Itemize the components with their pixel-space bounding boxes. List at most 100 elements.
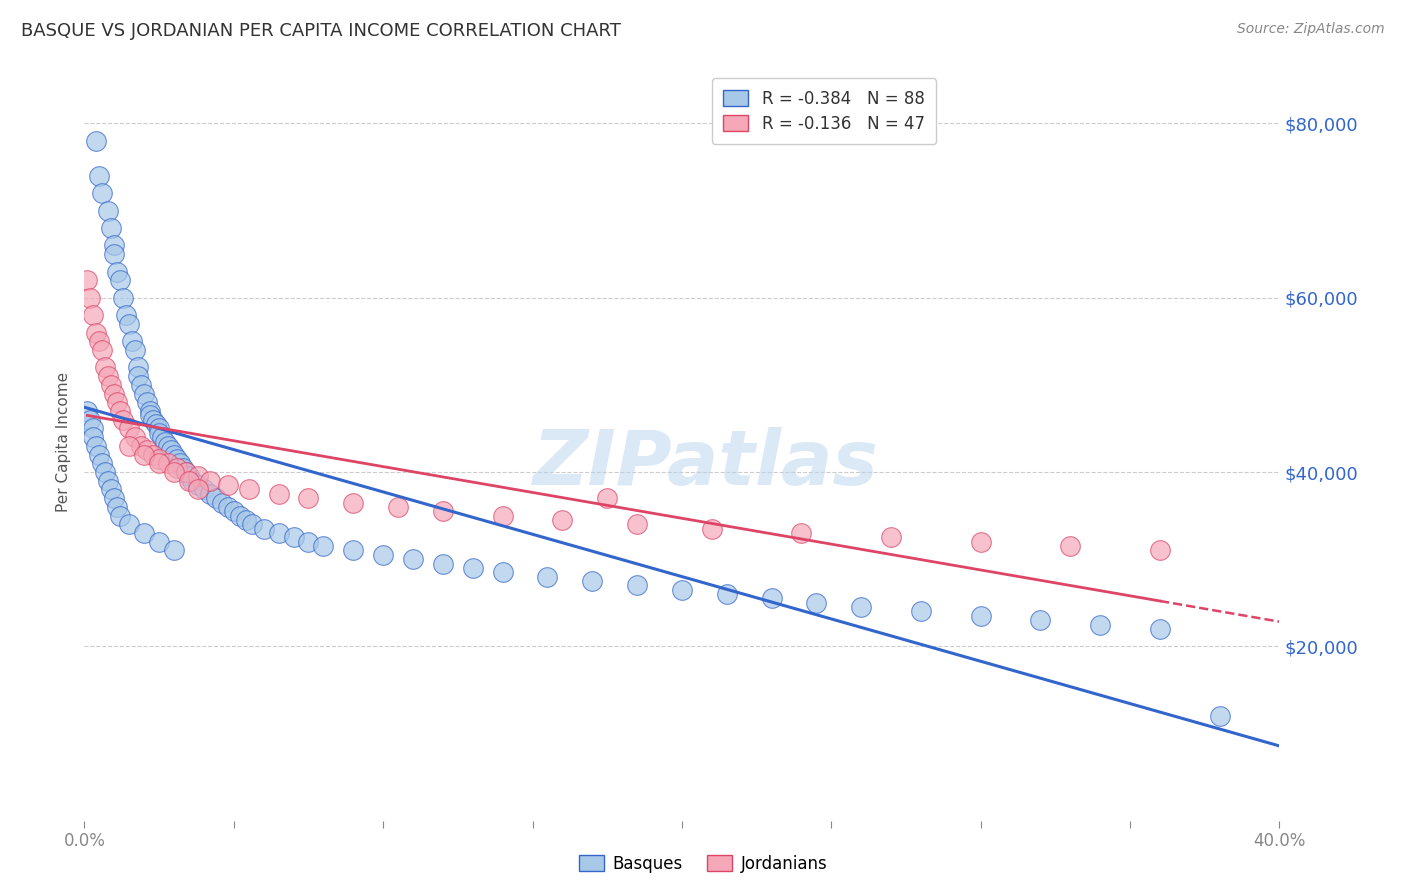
Point bbox=[100, 221, 122, 235]
Point bbox=[105, 500, 128, 514]
Point bbox=[91, 456, 114, 470]
Point bbox=[89, 169, 111, 183]
Point bbox=[127, 369, 149, 384]
Point bbox=[536, 569, 558, 583]
Point bbox=[157, 456, 180, 470]
Point bbox=[91, 343, 114, 357]
Point bbox=[177, 474, 200, 488]
Point bbox=[1209, 709, 1232, 723]
Point bbox=[222, 504, 245, 518]
Point bbox=[373, 548, 395, 562]
Point bbox=[169, 456, 191, 470]
Point bbox=[492, 508, 515, 523]
Point bbox=[121, 334, 143, 349]
Point bbox=[181, 474, 204, 488]
Point bbox=[97, 203, 120, 218]
Point bbox=[806, 596, 828, 610]
Point bbox=[136, 395, 159, 409]
Point bbox=[97, 369, 120, 384]
Text: Source: ZipAtlas.com: Source: ZipAtlas.com bbox=[1237, 22, 1385, 37]
Point bbox=[145, 417, 167, 431]
Point bbox=[1149, 622, 1171, 636]
Point bbox=[342, 495, 364, 509]
Point bbox=[89, 334, 111, 349]
Point bbox=[238, 483, 260, 497]
Point bbox=[110, 273, 132, 287]
Point bbox=[910, 605, 932, 619]
Text: ZIPatlas: ZIPatlas bbox=[533, 427, 879, 501]
Point bbox=[86, 134, 108, 148]
Point bbox=[82, 430, 104, 444]
Point bbox=[148, 421, 170, 435]
Point bbox=[148, 456, 170, 470]
Point bbox=[174, 465, 197, 479]
Point bbox=[148, 452, 170, 467]
Point bbox=[492, 566, 515, 580]
Point bbox=[432, 557, 454, 571]
Point bbox=[105, 395, 128, 409]
Point bbox=[163, 448, 186, 462]
Point bbox=[211, 495, 233, 509]
Point bbox=[970, 534, 993, 549]
Point bbox=[235, 513, 257, 527]
Point bbox=[174, 465, 197, 479]
Point bbox=[198, 487, 221, 501]
Point bbox=[86, 439, 108, 453]
Point bbox=[132, 526, 156, 541]
Point bbox=[1029, 613, 1052, 627]
Point bbox=[626, 578, 648, 592]
Point bbox=[110, 508, 132, 523]
Text: BASQUE VS JORDANIAN PER CAPITA INCOME CORRELATION CHART: BASQUE VS JORDANIAN PER CAPITA INCOME CO… bbox=[21, 22, 621, 40]
Point bbox=[671, 582, 693, 597]
Point bbox=[82, 421, 104, 435]
Point bbox=[103, 238, 125, 252]
Point bbox=[387, 500, 409, 514]
Point bbox=[187, 478, 209, 492]
Point bbox=[150, 430, 173, 444]
Point bbox=[217, 500, 239, 514]
Point bbox=[118, 439, 141, 453]
Point bbox=[312, 539, 335, 553]
Point bbox=[139, 409, 162, 423]
Point bbox=[124, 430, 146, 444]
Point bbox=[851, 600, 873, 615]
Point bbox=[148, 425, 170, 440]
Point bbox=[1059, 539, 1081, 553]
Point bbox=[166, 452, 188, 467]
Point bbox=[76, 273, 98, 287]
Point bbox=[461, 561, 484, 575]
Point bbox=[187, 483, 209, 497]
Point bbox=[94, 360, 117, 375]
Point bbox=[132, 448, 156, 462]
Point bbox=[97, 474, 120, 488]
Point bbox=[118, 517, 141, 532]
Point bbox=[342, 543, 364, 558]
Legend: R = -0.384   N = 88, R = -0.136   N = 47: R = -0.384 N = 88, R = -0.136 N = 47 bbox=[711, 78, 936, 145]
Point bbox=[94, 465, 117, 479]
Point bbox=[596, 491, 619, 506]
Point bbox=[103, 491, 125, 506]
Point bbox=[198, 474, 221, 488]
Point bbox=[112, 291, 135, 305]
Point bbox=[124, 343, 146, 357]
Point bbox=[89, 448, 111, 462]
Point bbox=[112, 413, 135, 427]
Point bbox=[283, 530, 305, 544]
Point bbox=[129, 377, 152, 392]
Point bbox=[240, 517, 263, 532]
Point bbox=[1090, 617, 1112, 632]
Point bbox=[136, 443, 159, 458]
Point bbox=[172, 460, 194, 475]
Point bbox=[79, 291, 101, 305]
Point bbox=[100, 483, 122, 497]
Point bbox=[132, 386, 156, 401]
Point bbox=[110, 404, 132, 418]
Point bbox=[166, 460, 188, 475]
Point bbox=[100, 377, 122, 392]
Point bbox=[402, 552, 425, 566]
Point bbox=[228, 508, 252, 523]
Point bbox=[432, 504, 454, 518]
Point bbox=[82, 308, 104, 322]
Point bbox=[790, 526, 813, 541]
Point bbox=[115, 308, 138, 322]
